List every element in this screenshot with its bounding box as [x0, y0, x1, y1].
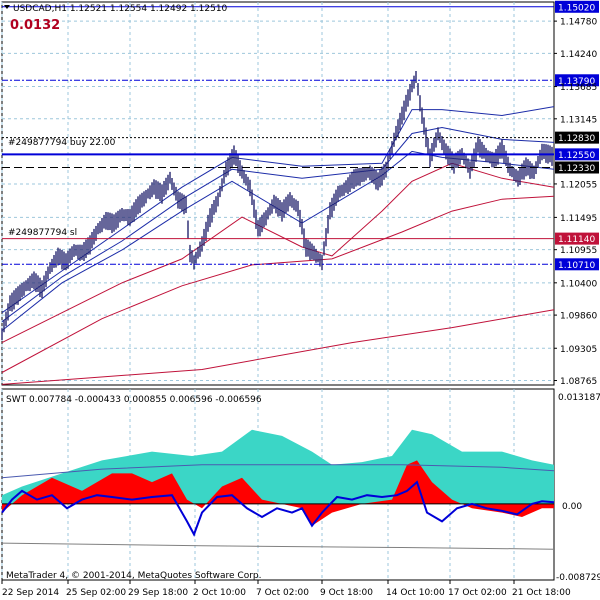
y-tick-label: 1.14780 — [560, 18, 597, 28]
level-tag-bg-1.12550 — [555, 148, 599, 161]
level-tag-bg-1.11140 — [555, 232, 599, 245]
level-tag-bg-1.12830 — [555, 131, 599, 144]
x-tick-label: 9 Oct 18:00 — [320, 588, 373, 598]
level-tag-1.13790: 1.13790 — [558, 77, 595, 87]
x-tick-label: 2 Oct 10:00 — [193, 588, 246, 598]
x-tick-label: 7 Oct 02:00 — [256, 588, 309, 598]
x-tick-label: 22 Sep 2014 — [2, 588, 59, 598]
x-tick-label: 14 Oct 10:00 — [386, 588, 445, 598]
price-axis: 1.15020 1.13790 1.12830 1.12550 1.12330 1.111… — [554, 0, 599, 387]
indicator-slow-line — [1, 464, 555, 479]
level-tag-bg-1.15020 — [555, 0, 599, 13]
level-tag-1.12550: 1.12550 — [558, 151, 595, 161]
y-tick-label: 1.08765 — [560, 377, 597, 387]
indicator-axis-zero: 0.00 — [562, 502, 582, 512]
red-ma-slow — [1, 195, 555, 373]
level-tag-1.12830: 1.12830 — [558, 134, 595, 144]
y-tick-label: 1.09305 — [560, 345, 597, 355]
blue-band-upper — [1, 106, 555, 314]
y-tick-label: 1.13145 — [560, 115, 597, 125]
y-tick-label: 1.12055 — [560, 180, 597, 190]
indicator-axis-bottom: -0.008729 — [556, 573, 600, 583]
order-sl-label: #249877794 sl — [8, 228, 77, 238]
symbol-header: USDCAD,H1 1.12521 1.12554 1.12492 1.1251… — [13, 4, 228, 14]
indicator-series — [1, 429, 555, 550]
x-tick-label: 17 Oct 02:00 — [448, 588, 507, 598]
level-tag-1.15020: 1.15020 — [558, 3, 595, 13]
indicator-red-area — [2, 460, 554, 526]
main-grid — [1, 2, 554, 385]
indicator-grid — [1, 389, 515, 580]
dropdown-triangle-icon[interactable] — [4, 5, 10, 9]
y-tick-label: 1.09860 — [560, 312, 597, 322]
y-tick-label: 1.13685 — [560, 83, 597, 93]
indicator-lower-line — [1, 542, 555, 550]
time-axis: 22 Sep 2014 25 Sep 02:00 29 Sep 18:00 2 Oct… — [1, 580, 571, 598]
level-tag-1.11140: 1.11140 — [558, 235, 595, 245]
y-tick-label: 1.10400 — [560, 279, 597, 289]
x-tick-label: 29 Sep 18:00 — [128, 588, 188, 598]
level-tag-bg-1.13790 — [555, 74, 599, 87]
red-ma-fast — [1, 162, 555, 344]
y-tick-label: 1.10955 — [560, 246, 597, 256]
indicator-oscillator-line — [1, 480, 555, 537]
level-tag-bg-1.12330 — [555, 161, 599, 174]
indicator-title: SWT 0.007784 -0.000433 0.000855 0.006596… — [6, 395, 262, 405]
y-tick-label: 1.14240 — [560, 50, 597, 60]
indicator-axis-top: 0.013187 — [558, 393, 600, 403]
x-tick-label: 21 Oct 18:00 — [512, 588, 571, 598]
x-tick-label: 25 Sep 02:00 — [66, 588, 126, 598]
red-ma-long — [1, 309, 555, 385]
spread-value: 0.0132 — [10, 18, 60, 33]
y-tick-label: 1.11495 — [560, 214, 597, 224]
main-price-panel — [1, 1, 555, 386]
horizontal-levels — [2, 6, 554, 265]
level-tag-1.12330: 1.12330 — [558, 164, 595, 174]
copyright-text: MetaTrader 4, © 2001-2014, MetaQuotes So… — [6, 571, 262, 581]
blue-band-mid — [1, 126, 555, 323]
level-tag-bg-1.10710 — [555, 258, 599, 271]
order-buy-label: #249877794 buy 22.00 — [8, 138, 116, 148]
level-tag-1.10710: 1.10710 — [558, 261, 595, 271]
